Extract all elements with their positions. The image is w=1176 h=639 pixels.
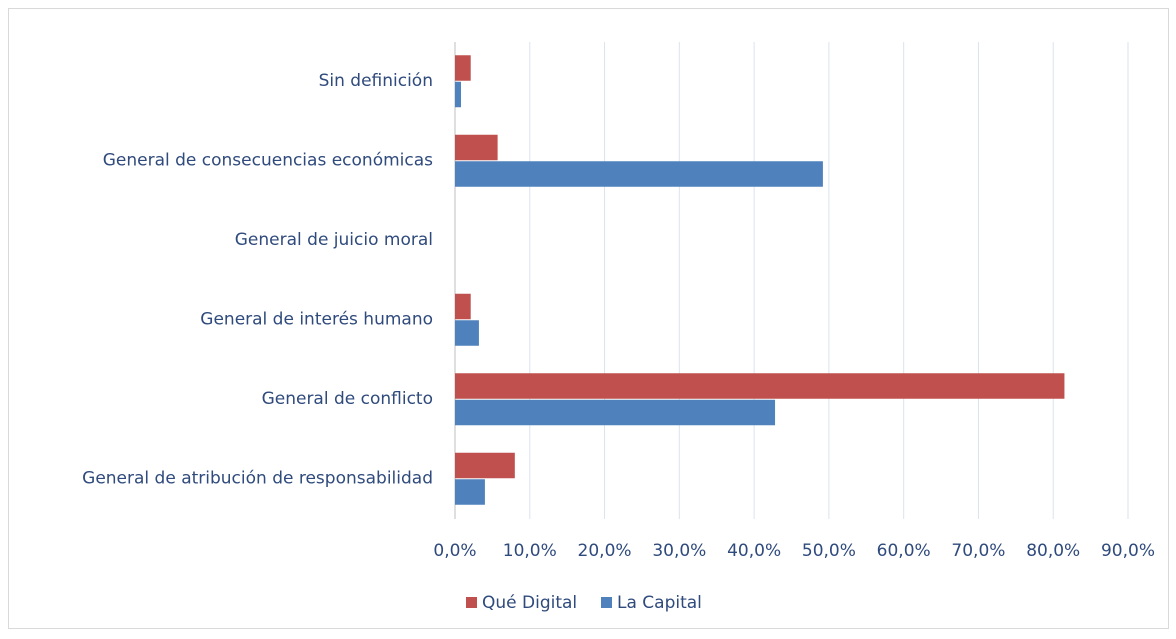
x-tick-label: 30,0% bbox=[652, 541, 706, 561]
x-tick-label: 70,0% bbox=[951, 541, 1005, 561]
y-tick-label: General de juicio moral bbox=[235, 230, 433, 250]
y-tick-label: General de atribución de responsabilidad bbox=[82, 468, 433, 488]
x-tick-label: 10,0% bbox=[503, 541, 557, 561]
legend-label: Qué Digital bbox=[482, 593, 577, 613]
x-tick-label: 80,0% bbox=[1026, 541, 1080, 561]
bar bbox=[455, 134, 498, 161]
x-tick-label: 60,0% bbox=[877, 541, 931, 561]
legend-label: La Capital bbox=[617, 593, 702, 613]
y-tick-label: General de conflicto bbox=[262, 389, 433, 409]
x-tick-label: 90,0% bbox=[1101, 541, 1155, 561]
x-tick-label: 0,0% bbox=[433, 541, 476, 561]
bar bbox=[455, 81, 461, 108]
y-tick-label: General de consecuencias económicas bbox=[103, 150, 433, 170]
bar bbox=[455, 55, 471, 81]
bar bbox=[455, 399, 776, 426]
y-tick-label: Sin definición bbox=[319, 71, 433, 91]
bar bbox=[455, 452, 515, 479]
y-tick-label: General de interés humano bbox=[200, 309, 433, 329]
legend-swatch bbox=[601, 597, 612, 608]
bar bbox=[455, 373, 1065, 399]
x-tick-label: 40,0% bbox=[727, 541, 781, 561]
x-tick-label: 50,0% bbox=[802, 541, 856, 561]
bar bbox=[455, 320, 479, 346]
bar bbox=[455, 293, 471, 320]
bar bbox=[455, 161, 823, 187]
chart-frame bbox=[8, 8, 1169, 629]
bar bbox=[455, 479, 485, 505]
x-tick-label: 20,0% bbox=[578, 541, 632, 561]
legend-swatch bbox=[466, 597, 477, 608]
